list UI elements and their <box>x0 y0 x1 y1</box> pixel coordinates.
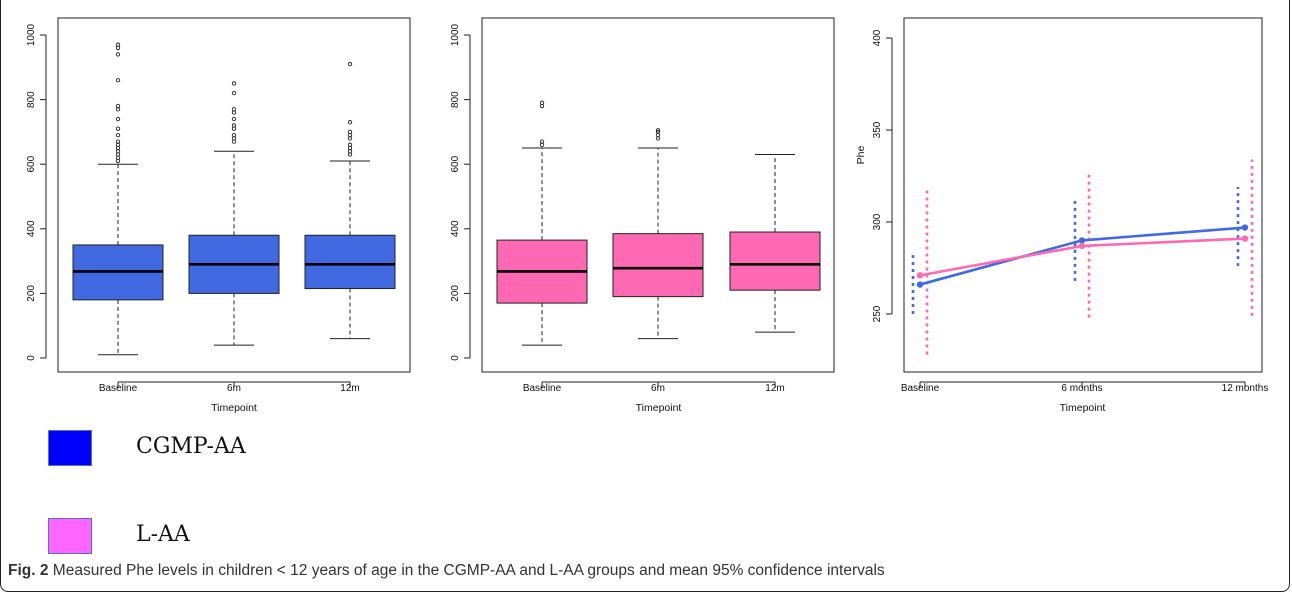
panel2-x-tick-label: 12m <box>765 383 784 394</box>
panel1-outlier-point <box>115 139 121 144</box>
panel2-y-tick-label: 0 <box>450 355 461 361</box>
panel1-outlier-point <box>115 116 121 122</box>
panel3-series-point-1 <box>1241 235 1249 242</box>
panel1-y-tick-label: 200 <box>26 285 37 302</box>
panel2-outlier-point <box>655 129 661 135</box>
panel2-y-tick-label: 1000 <box>450 23 461 46</box>
panel3-series-point-0 <box>916 281 924 288</box>
legend-item-l-aa: L-AA <box>48 518 448 558</box>
panel3-series-point-1 <box>916 272 924 279</box>
panel1-outlier-point <box>347 61 353 67</box>
panel1-plot-frame <box>57 17 411 373</box>
panel2-x-tick-label: 6m <box>651 383 665 394</box>
panel3-x-tick-label: 12 months <box>1222 383 1269 394</box>
panel1-x-tick-label: Baseline <box>99 383 138 394</box>
figure-plots: 0 200 400 600 800 1000 Baseline 6m 12m Timepoint 0… <box>26 17 1269 414</box>
panel3-y-tick-label: 400 <box>872 29 883 46</box>
panel3-y-tick-label: 250 <box>872 305 883 322</box>
panel1-box <box>304 234 396 290</box>
panel2-x-axis-title: Timepoint <box>636 402 682 414</box>
panel2-box <box>612 233 704 298</box>
panel3-series-point-1 <box>1078 242 1086 250</box>
panel1-x-tick-label: 12m <box>340 383 359 394</box>
panel2-plot-frame <box>481 17 835 373</box>
panel2-y-tick-label: 600 <box>450 155 461 172</box>
panel1-outlier-point <box>115 132 121 138</box>
panel2-outlier-point <box>539 139 545 144</box>
legend-label-l-aa: L-AA <box>136 522 190 547</box>
panel1-outlier-point <box>231 107 237 112</box>
panel1-outlier-point <box>115 78 121 83</box>
panel2-outlier-point <box>655 128 661 133</box>
panel1-x-axis-title: Timepoint <box>211 402 257 414</box>
panel2-box <box>729 231 821 291</box>
panel3-series-point-0 <box>1241 224 1249 231</box>
panel2-outlier-point <box>539 100 545 105</box>
panel3-x-tick-label: 6 months <box>1061 383 1102 394</box>
panel1-outlier-point <box>115 42 121 47</box>
caption-text: Measured Phe levels in children < 12 yea… <box>48 562 885 579</box>
legend-swatch-cgmp-aa <box>48 430 92 466</box>
panel1-outlier-point <box>115 103 121 109</box>
panel1-outlier-point <box>231 132 237 138</box>
panel1-y-tick-label: 600 <box>26 155 37 172</box>
panel2-x-tick-label: Baseline <box>523 383 562 394</box>
panel3-series-point-0 <box>1078 237 1086 244</box>
panel3-x-tick-label: Baseline <box>901 383 940 394</box>
panel2-y-tick-label: 800 <box>450 91 461 108</box>
panel3-y-tick-label: 300 <box>872 213 883 230</box>
panel1-outlier-point <box>115 126 121 131</box>
panel3-y-tick-label: 350 <box>872 121 883 138</box>
panel1-outlier-point <box>115 52 121 57</box>
panel3-y-axis-title: Phe <box>855 146 867 165</box>
panel1-outlier-point <box>231 116 237 122</box>
panel3-x-axis-title: Timepoint <box>1060 402 1106 414</box>
caption-label: Fig. 2 <box>8 562 49 579</box>
panel2-y-tick-label: 200 <box>450 285 461 302</box>
panel1-outlier-point <box>347 142 353 147</box>
panel1-y-tick-label: 400 <box>26 220 37 237</box>
panel1-y-tick-label: 800 <box>26 91 37 108</box>
panel1-outlier-point <box>231 81 237 86</box>
panel1-outlier-point <box>347 120 353 125</box>
panel3-series-line-0 <box>919 226 1246 286</box>
panel2-y-tick-label: 400 <box>450 220 461 237</box>
panel1-outlier-point <box>347 129 353 135</box>
panel1-x-tick-label: 6m <box>227 383 241 394</box>
panel3-plot-frame <box>903 17 1263 373</box>
legend-label-cgmp-aa: CGMP-AA <box>136 434 246 459</box>
legend-swatch-l-aa <box>48 518 92 554</box>
panel1-y-tick-label: 1000 <box>26 23 37 46</box>
legend-item-cgmp-aa: CGMP-AA <box>48 430 448 470</box>
panel1-outlier-point <box>231 123 237 128</box>
figure-caption: Fig. 2 Measured Phe levels in children <… <box>8 562 885 580</box>
panel1-outlier-point <box>231 90 237 96</box>
panel1-y-tick-label: 0 <box>26 355 37 361</box>
